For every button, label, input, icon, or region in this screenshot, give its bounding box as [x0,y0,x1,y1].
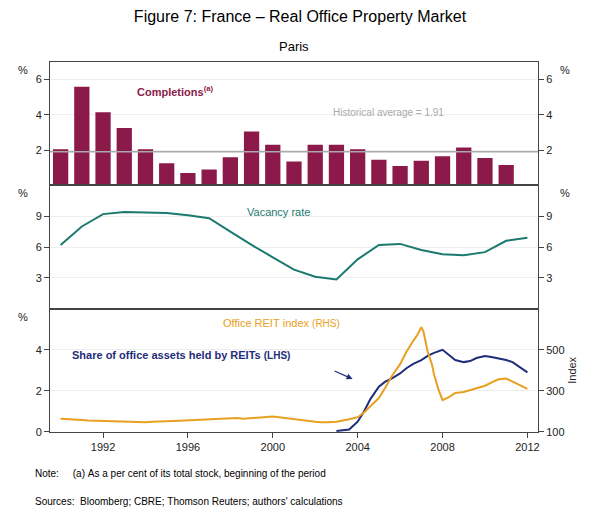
svg-text:2004: 2004 [345,441,369,453]
svg-text:%: % [560,64,570,76]
svg-text:Index: Index [566,356,578,383]
svg-text:2012: 2012 [515,441,539,453]
svg-text:9: 9 [546,210,552,222]
svg-text:100: 100 [546,426,564,438]
svg-text:%: % [18,311,28,323]
svg-text:3: 3 [36,272,42,284]
svg-text:%: % [18,187,28,199]
svg-text:4: 4 [36,344,42,356]
svg-text:Historical average = 1.91: Historical average = 1.91 [333,107,444,118]
svg-text:4: 4 [546,109,552,121]
svg-text:Share of office assets held by: Share of office assets held by REITs (LH… [72,349,290,361]
svg-text:0: 0 [36,426,42,438]
svg-text:2: 2 [36,385,42,397]
svg-text:6: 6 [36,241,42,253]
svg-text:3: 3 [546,272,552,284]
svg-text:6: 6 [36,73,42,85]
svg-text:2: 2 [546,144,552,156]
svg-text:%: % [560,187,570,199]
svg-text:Sources: Bloomberg; CBRE; Tho: Sources: Bloomberg; CBRE; Thomson Reuter… [35,496,343,507]
svg-text:Completions​(a)​: Completions​(a)​ [137,84,213,98]
svg-text:1992: 1992 [91,441,115,453]
svg-text:Vacancy rate: Vacancy rate [247,206,310,218]
svg-text:Figure 7: France – Real Office: Figure 7: France – Real Office Property … [134,8,467,25]
svg-text:1996: 1996 [176,441,200,453]
svg-text:6: 6 [546,241,552,253]
svg-text:2: 2 [36,144,42,156]
svg-text:%: % [18,64,28,76]
svg-text:6: 6 [546,73,552,85]
svg-text:9: 9 [36,210,42,222]
svg-text:500: 500 [546,344,564,356]
svg-text:Paris: Paris [279,39,309,54]
svg-text:2000: 2000 [261,441,285,453]
svg-text:2008: 2008 [430,441,454,453]
svg-text:300: 300 [546,385,564,397]
svg-text:Note: (a) As a per cent of: Note: (a) As a per cent of its total sto… [35,468,326,479]
svg-text:4: 4 [36,109,42,121]
svg-text:Office REIT index (RHS): Office REIT index (RHS) [223,317,340,329]
